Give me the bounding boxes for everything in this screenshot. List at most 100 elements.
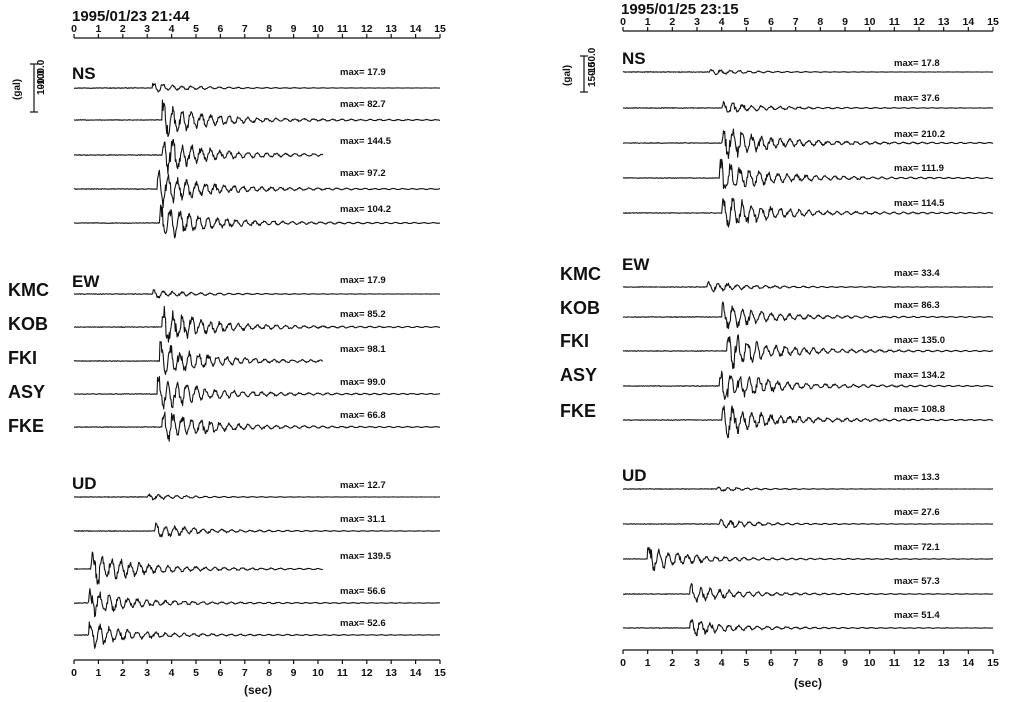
tick-label: 2 [669, 657, 675, 669]
trace-max-label: max= 108.8 [894, 404, 945, 415]
trace-max-label: max= 56.6 [340, 586, 386, 597]
tick-label: 11 [337, 667, 348, 679]
tick-label: 10 [312, 23, 324, 35]
tick-label: 1 [95, 23, 101, 35]
tick-label: 1 [95, 667, 101, 679]
trace-max-label: max= 135.0 [894, 335, 945, 346]
x-axis-label: (sec) [244, 683, 272, 697]
tick-label: 10 [864, 16, 876, 28]
trace-max-label: max= 134.2 [894, 370, 945, 381]
tick-label: 12 [361, 667, 373, 679]
tick-label: 4 [169, 667, 175, 679]
tick-label: 1 [645, 657, 651, 669]
seismogram-trace-ud-kob [73, 522, 441, 538]
tick-label: 9 [291, 23, 297, 35]
seismogram-trace-ew-kob [74, 305, 441, 343]
tick-label: 14 [410, 667, 422, 679]
event-panel-right: 1995/01/25 23:15 0 1 2 3 4 5 6 7 8 9 10 11 12 13 14 15 … [560, 1, 999, 690]
tick-label: 14 [962, 16, 974, 28]
tick-label: 13 [938, 16, 950, 28]
trace-max-label: max= 104.2 [340, 204, 391, 215]
seismogram-trace-ns-kob [622, 101, 994, 113]
tick-label: 2 [669, 16, 675, 28]
station-labels: KMC KOB FKI ASY FKE [560, 264, 601, 421]
tick-label: 0 [71, 23, 77, 35]
component-label: EW [72, 272, 100, 291]
tick-label: 14 [962, 657, 974, 669]
trace-max-label: max= 66.8 [340, 410, 386, 421]
trace-max-label: max= 33.4 [894, 268, 940, 279]
trace-group [622, 69, 994, 637]
trace-group [73, 82, 441, 649]
trace-max-label: max= 86.3 [894, 300, 940, 311]
component-label: EW [622, 255, 650, 274]
tick-label: 15 [987, 657, 999, 669]
tick-label: 6 [217, 23, 223, 35]
tick-label: 5 [743, 657, 749, 669]
tick-label: 3 [144, 23, 150, 35]
seismogram-trace-ns-fke [622, 197, 994, 228]
station-label-asy: ASY [560, 365, 597, 385]
scale-bottom-label: -100.0 [36, 59, 47, 88]
top-axis-ticks: 0 1 2 3 4 5 6 7 8 9 10 11 12 13 14 15 [71, 23, 446, 38]
tick-label: 5 [743, 16, 749, 28]
seismogram-trace-ew-fki [73, 341, 324, 375]
seismogram-trace-ud-asy [622, 583, 994, 603]
amplitude-scale-bar: (gal) 150.0 -150.0 [562, 47, 598, 93]
tick-label: 8 [266, 23, 272, 35]
tick-label: 9 [842, 657, 848, 669]
amplitude-scale-bar: (gal) 100.0 -100.0 [12, 59, 47, 113]
station-label-fki: FKI [8, 348, 37, 368]
trace-max-label: max= 12.7 [340, 480, 386, 491]
event-panel-left: 1995/01/23 21:44 0 1 2 3 4 5 6 7 8 9 10 11 12 13 14 15 … [8, 8, 446, 697]
component-ew: EW max= 17.9 max= 85.2 max= 98.1 max= 99… [72, 272, 386, 421]
seismogram-trace-ud-kob [622, 518, 993, 529]
trace-max-label: max= 17.9 [340, 67, 386, 78]
station-label-asy: ASY [8, 382, 45, 402]
tick-label: 7 [242, 667, 248, 679]
tick-label: 7 [793, 657, 799, 669]
tick-label: 3 [144, 667, 150, 679]
seismogram-trace-ew-asy [622, 370, 994, 400]
trace-max-label: max= 111.9 [894, 163, 944, 174]
top-time-axis: 0 1 2 3 4 5 6 7 8 9 10 11 12 13 14 15 [620, 16, 999, 32]
tick-label: 5 [193, 23, 199, 35]
tick-label: 9 [291, 667, 297, 679]
tick-label: 14 [410, 23, 422, 35]
tick-label: 4 [169, 23, 175, 35]
event-title: 1995/01/23 21:44 [72, 8, 190, 25]
tick-label: 8 [817, 16, 823, 28]
scale-top-label: 100.0 [36, 70, 47, 95]
scale-unit: (gal) [12, 79, 23, 100]
seismogram-trace-ns-asy [73, 169, 441, 208]
tick-label: 12 [361, 23, 373, 35]
seismogram-trace-ns-fki [622, 128, 994, 160]
scale-bottom-label: -150.0 [587, 47, 598, 76]
component-ew: EW max= 33.4 max= 86.3 max= 135.0 max= 1… [622, 255, 945, 415]
trace-max-label: max= 139.5 [340, 551, 392, 562]
tick-label: 7 [793, 16, 799, 28]
seismogram-trace-ud-fki [73, 551, 323, 585]
seismogram-trace-ew-fke [622, 405, 994, 439]
seismogram-trace-ud-fki [622, 546, 994, 572]
tick-label: 13 [385, 23, 397, 35]
tick-label: 0 [71, 667, 77, 679]
tick-label: 15 [987, 16, 999, 28]
seismogram-trace-ew-kmc [622, 280, 993, 293]
trace-max-label: max= 144.5 [340, 136, 392, 147]
station-label-fke: FKE [8, 416, 44, 436]
bottom-time-axis: 0 1 2 3 4 5 6 7 8 9 10 11 12 13 14 15 (sec) [620, 649, 999, 690]
tick-label: 6 [768, 657, 774, 669]
trace-max-label: max= 13.3 [894, 472, 940, 483]
tick-label: 0 [620, 16, 626, 28]
station-labels: KMC KOB FKI ASY FKE [8, 280, 49, 436]
bottom-axis-ticks: 0 1 2 3 4 5 6 7 8 9 10 11 12 13 14 15 [620, 650, 999, 669]
bottom-time-axis: 0 1 2 3 4 5 6 7 8 9 10 11 12 13 14 15 (sec) [71, 659, 446, 697]
scale-top-label: 150.0 [587, 62, 598, 87]
tick-label: 3 [694, 657, 700, 669]
tick-label: 6 [768, 16, 774, 28]
tick-label: 13 [938, 657, 950, 669]
x-axis-label: (sec) [794, 676, 822, 690]
trace-max-label: max= 97.2 [340, 168, 386, 179]
